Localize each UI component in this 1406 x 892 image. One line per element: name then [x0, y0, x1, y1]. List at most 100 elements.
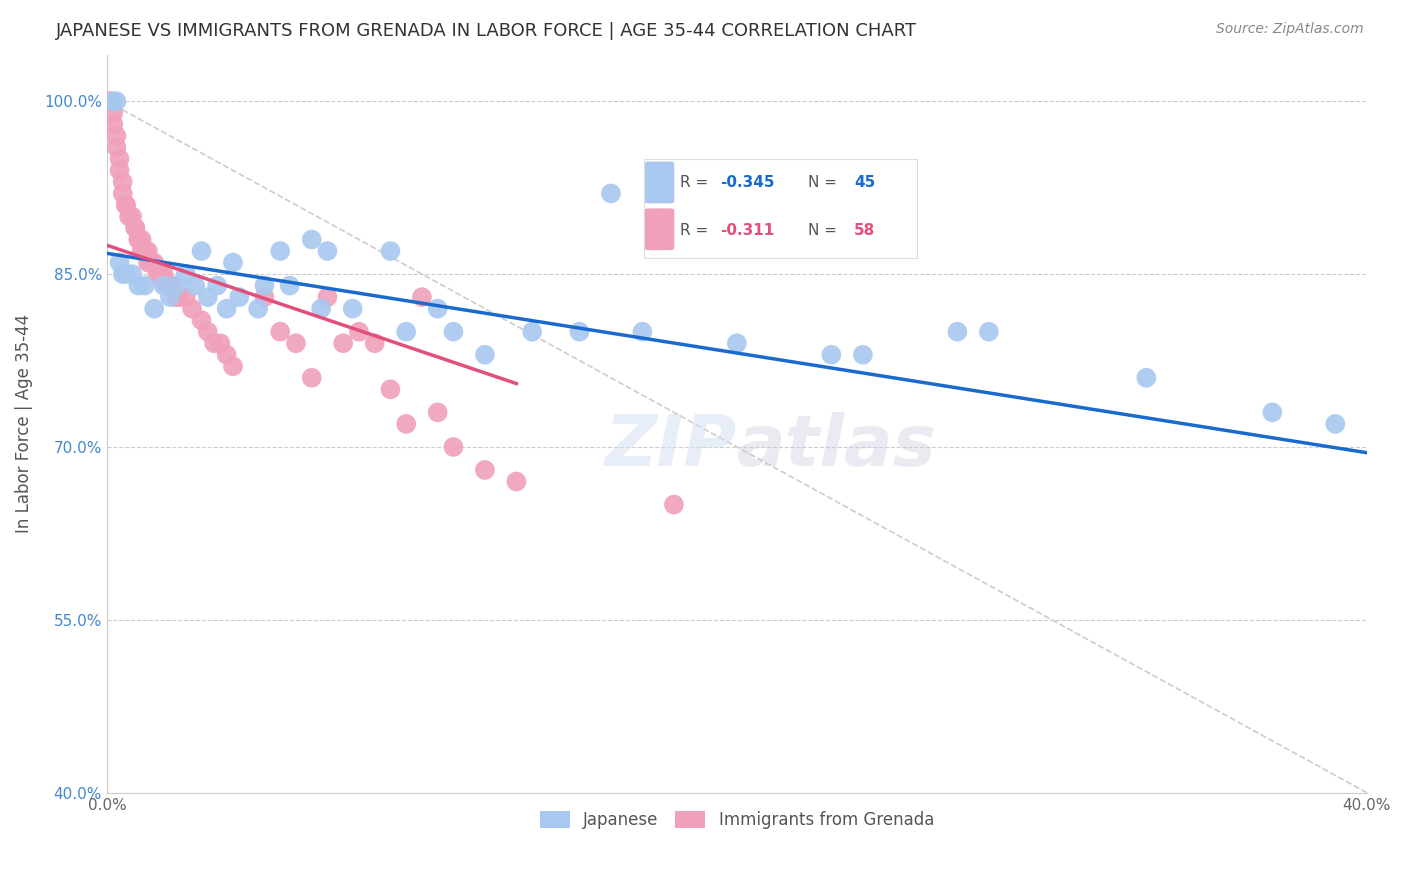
Point [662, 498, 685, 512]
Point [977, 325, 1000, 339]
Point [395, 417, 418, 431]
Point [205, 278, 228, 293]
Point [363, 336, 385, 351]
Point [134, 244, 156, 258]
Point [411, 290, 433, 304]
Point [152, 267, 174, 281]
Point [301, 233, 323, 247]
Text: 45: 45 [853, 175, 876, 190]
Point [222, 255, 245, 269]
Point [309, 301, 332, 316]
Point [143, 255, 166, 269]
Text: JAPANESE VS IMMIGRANTS FROM GRENADA IN LABOR FORCE | AGE 35-44 CORRELATION CHART: JAPANESE VS IMMIGRANTS FROM GRENADA IN L… [56, 22, 917, 40]
Point [202, 336, 225, 351]
Point [474, 463, 496, 477]
Point [115, 267, 138, 281]
FancyBboxPatch shape [644, 161, 675, 203]
Point [146, 267, 169, 281]
Point [184, 278, 207, 293]
Point [1261, 405, 1284, 419]
Point [568, 325, 591, 339]
Point [395, 325, 418, 339]
Point [98, 94, 121, 108]
Point [284, 336, 307, 351]
Point [149, 267, 172, 281]
Point [852, 348, 875, 362]
Point [105, 94, 128, 108]
Point [108, 163, 131, 178]
Text: N =: N = [807, 223, 842, 238]
Point [143, 301, 166, 316]
Point [136, 255, 159, 269]
Point [165, 278, 187, 293]
Point [380, 244, 402, 258]
Point [108, 255, 131, 269]
Point [946, 325, 969, 339]
Point [209, 336, 232, 351]
Point [111, 267, 134, 281]
Point [342, 301, 364, 316]
Point [820, 348, 842, 362]
Point [111, 175, 134, 189]
Point [441, 440, 464, 454]
Point [332, 336, 354, 351]
Point [159, 278, 181, 293]
Point [600, 186, 623, 201]
Point [215, 301, 238, 316]
Point [474, 348, 496, 362]
Point [253, 278, 276, 293]
Point [426, 405, 449, 419]
Point [269, 244, 291, 258]
Point [1324, 417, 1347, 431]
Point [190, 244, 212, 258]
Point [380, 382, 402, 396]
Text: atlas: atlas [737, 411, 936, 481]
Point [174, 290, 197, 304]
Point [181, 301, 204, 316]
Point [103, 94, 125, 108]
Point [134, 244, 156, 258]
Point [139, 255, 162, 269]
FancyBboxPatch shape [644, 209, 675, 250]
Point [222, 359, 245, 374]
Point [316, 244, 339, 258]
Point [124, 221, 146, 235]
Point [197, 325, 219, 339]
Point [118, 210, 141, 224]
Point [347, 325, 370, 339]
Point [131, 233, 153, 247]
Point [131, 244, 153, 258]
Point [108, 152, 131, 166]
Point [190, 313, 212, 327]
Point [301, 371, 323, 385]
Point [103, 117, 125, 131]
Point [127, 233, 149, 247]
Text: -0.311: -0.311 [720, 223, 775, 238]
Point [127, 233, 149, 247]
Text: R =: R = [679, 175, 713, 190]
Point [127, 278, 149, 293]
Point [121, 210, 143, 224]
Point [115, 198, 138, 212]
Point [105, 128, 128, 143]
Point [159, 290, 181, 304]
Text: R =: R = [679, 223, 717, 238]
Point [278, 278, 301, 293]
Point [152, 278, 174, 293]
Point [197, 290, 219, 304]
Point [247, 301, 270, 316]
Point [174, 267, 197, 281]
Point [505, 475, 527, 489]
Point [631, 325, 654, 339]
Text: Source: ZipAtlas.com: Source: ZipAtlas.com [1216, 22, 1364, 37]
Point [316, 290, 339, 304]
Point [98, 94, 121, 108]
Text: 58: 58 [853, 223, 876, 238]
Text: -0.345: -0.345 [720, 175, 775, 190]
Point [228, 290, 250, 304]
Point [520, 325, 543, 339]
Y-axis label: In Labor Force | Age 35-44: In Labor Force | Age 35-44 [15, 314, 32, 533]
Point [725, 336, 748, 351]
Point [215, 348, 238, 362]
Point [156, 278, 179, 293]
